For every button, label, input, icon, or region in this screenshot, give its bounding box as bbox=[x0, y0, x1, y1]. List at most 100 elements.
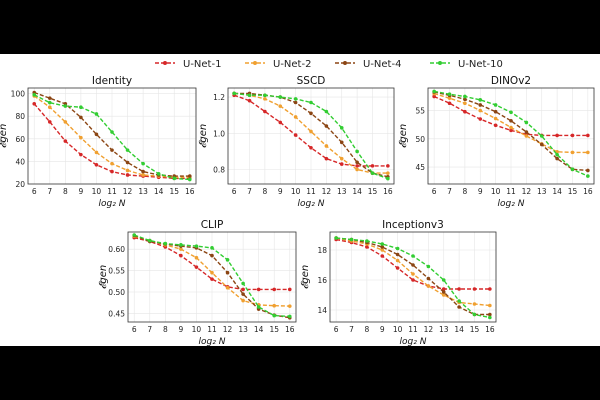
x-tick-label: 6 bbox=[432, 187, 437, 196]
data-point bbox=[478, 103, 483, 107]
data-point bbox=[472, 287, 477, 291]
data-point bbox=[125, 173, 130, 177]
x-tick-label: 8 bbox=[63, 187, 68, 196]
data-point bbox=[478, 98, 483, 102]
data-point bbox=[355, 167, 359, 172]
legend-label: U-Net-10 bbox=[458, 59, 503, 70]
legend: U-Net-1 U-Net-2 U-Net-4 U-Net-10 bbox=[155, 59, 503, 70]
y-tick-label: 20 bbox=[15, 180, 25, 189]
data-point bbox=[241, 298, 245, 303]
data-point bbox=[463, 101, 467, 106]
data-point bbox=[63, 104, 68, 108]
plot-frame bbox=[127, 231, 297, 323]
x-tick-label: 11 bbox=[107, 187, 117, 196]
data-point bbox=[94, 163, 99, 167]
data-point bbox=[141, 161, 145, 166]
data-point bbox=[570, 167, 575, 172]
x-tick-label: 14 bbox=[552, 187, 562, 196]
panel-identity: Identity 6 7 8 9 10 11 12 13 14 15 16 20 40 60 80 100 log… bbox=[0, 75, 197, 209]
y-tick-label: 0.8 bbox=[213, 166, 225, 175]
data-point bbox=[380, 254, 385, 258]
x-tick-label: 10 bbox=[92, 187, 102, 196]
series-line bbox=[335, 238, 490, 290]
data-point bbox=[287, 287, 292, 292]
data-point bbox=[386, 176, 390, 181]
legend-label: U-Net-4 bbox=[363, 59, 401, 70]
data-point bbox=[47, 120, 52, 124]
data-point bbox=[355, 164, 359, 168]
data-point bbox=[132, 233, 137, 237]
chart-figure: U-Net-1 U-Net-2 U-Net-4 U-Net-10 Identity 6 7 8… bbox=[0, 59, 595, 347]
data-point bbox=[263, 93, 267, 98]
y-tick-label: 14 bbox=[317, 306, 327, 315]
x-tick-label: 15 bbox=[269, 325, 279, 334]
plot-frame bbox=[427, 87, 595, 185]
y-tick-label: 45 bbox=[415, 163, 425, 172]
data-point bbox=[309, 129, 313, 134]
data-point bbox=[278, 120, 283, 125]
legend-marker bbox=[163, 61, 167, 65]
data-point bbox=[241, 281, 245, 286]
y-axis-label: 𝓔gen bbox=[398, 124, 409, 149]
data-point bbox=[324, 156, 329, 161]
data-point bbox=[263, 109, 267, 114]
x-tick-label: 6 bbox=[334, 325, 339, 334]
x-tick-label: 13 bbox=[238, 325, 248, 334]
x-tick-label: 12 bbox=[123, 187, 133, 196]
data-point bbox=[79, 135, 83, 140]
data-point bbox=[493, 123, 498, 128]
data-point bbox=[79, 115, 83, 120]
y-axis-label: 𝓔gen bbox=[0, 124, 9, 149]
data-point bbox=[426, 264, 431, 269]
data-point bbox=[478, 117, 483, 121]
data-point bbox=[395, 258, 400, 263]
x-tick-label: 9 bbox=[78, 187, 83, 196]
data-point bbox=[293, 97, 298, 101]
data-point bbox=[225, 258, 230, 262]
data-point bbox=[309, 111, 313, 116]
data-point bbox=[586, 150, 590, 155]
data-point bbox=[432, 89, 436, 94]
data-point bbox=[110, 169, 114, 174]
data-point bbox=[187, 174, 192, 178]
panel-sscd: SSCD 6 7 8 9 10 11 12 13 14 15 16 0.8 1.0 1.2 log₂ N 𝓔ge… bbox=[198, 75, 395, 209]
data-point bbox=[586, 133, 590, 138]
x-tick-label: 14 bbox=[454, 325, 464, 334]
data-point bbox=[293, 133, 298, 137]
x-tick-label: 7 bbox=[349, 325, 354, 334]
x-tick-label: 8 bbox=[364, 325, 369, 334]
y-tick-label: 16 bbox=[317, 276, 327, 285]
data-point bbox=[524, 120, 529, 125]
data-point bbox=[395, 266, 400, 270]
data-point bbox=[79, 105, 83, 109]
panel-title: Identity bbox=[92, 75, 132, 87]
x-tick-label: 9 bbox=[278, 187, 283, 196]
data-point bbox=[309, 100, 313, 105]
data-point bbox=[355, 149, 359, 154]
x-tick-label: 12 bbox=[522, 187, 532, 196]
data-point bbox=[272, 303, 277, 308]
data-point bbox=[411, 272, 415, 276]
data-point bbox=[586, 168, 590, 173]
data-point bbox=[509, 118, 513, 123]
data-point bbox=[79, 152, 83, 157]
x-axis-label: log₂ N bbox=[298, 199, 325, 209]
data-point bbox=[241, 292, 245, 296]
y-tick-label: 60 bbox=[15, 135, 25, 144]
data-point bbox=[509, 110, 513, 115]
data-point bbox=[488, 312, 492, 317]
data-point bbox=[488, 303, 492, 308]
data-point bbox=[509, 128, 513, 133]
x-tick-label: 12 bbox=[424, 325, 434, 334]
data-point bbox=[472, 302, 477, 306]
data-point bbox=[179, 253, 183, 258]
data-point bbox=[94, 150, 99, 155]
x-tick-label: 11 bbox=[408, 325, 418, 334]
data-point bbox=[324, 124, 329, 128]
data-point bbox=[47, 96, 52, 100]
x-tick-label: 6 bbox=[32, 187, 37, 196]
x-tick-label: 14 bbox=[154, 187, 164, 196]
data-point bbox=[278, 104, 283, 108]
data-point bbox=[179, 243, 183, 247]
x-tick-label: 11 bbox=[207, 325, 217, 334]
